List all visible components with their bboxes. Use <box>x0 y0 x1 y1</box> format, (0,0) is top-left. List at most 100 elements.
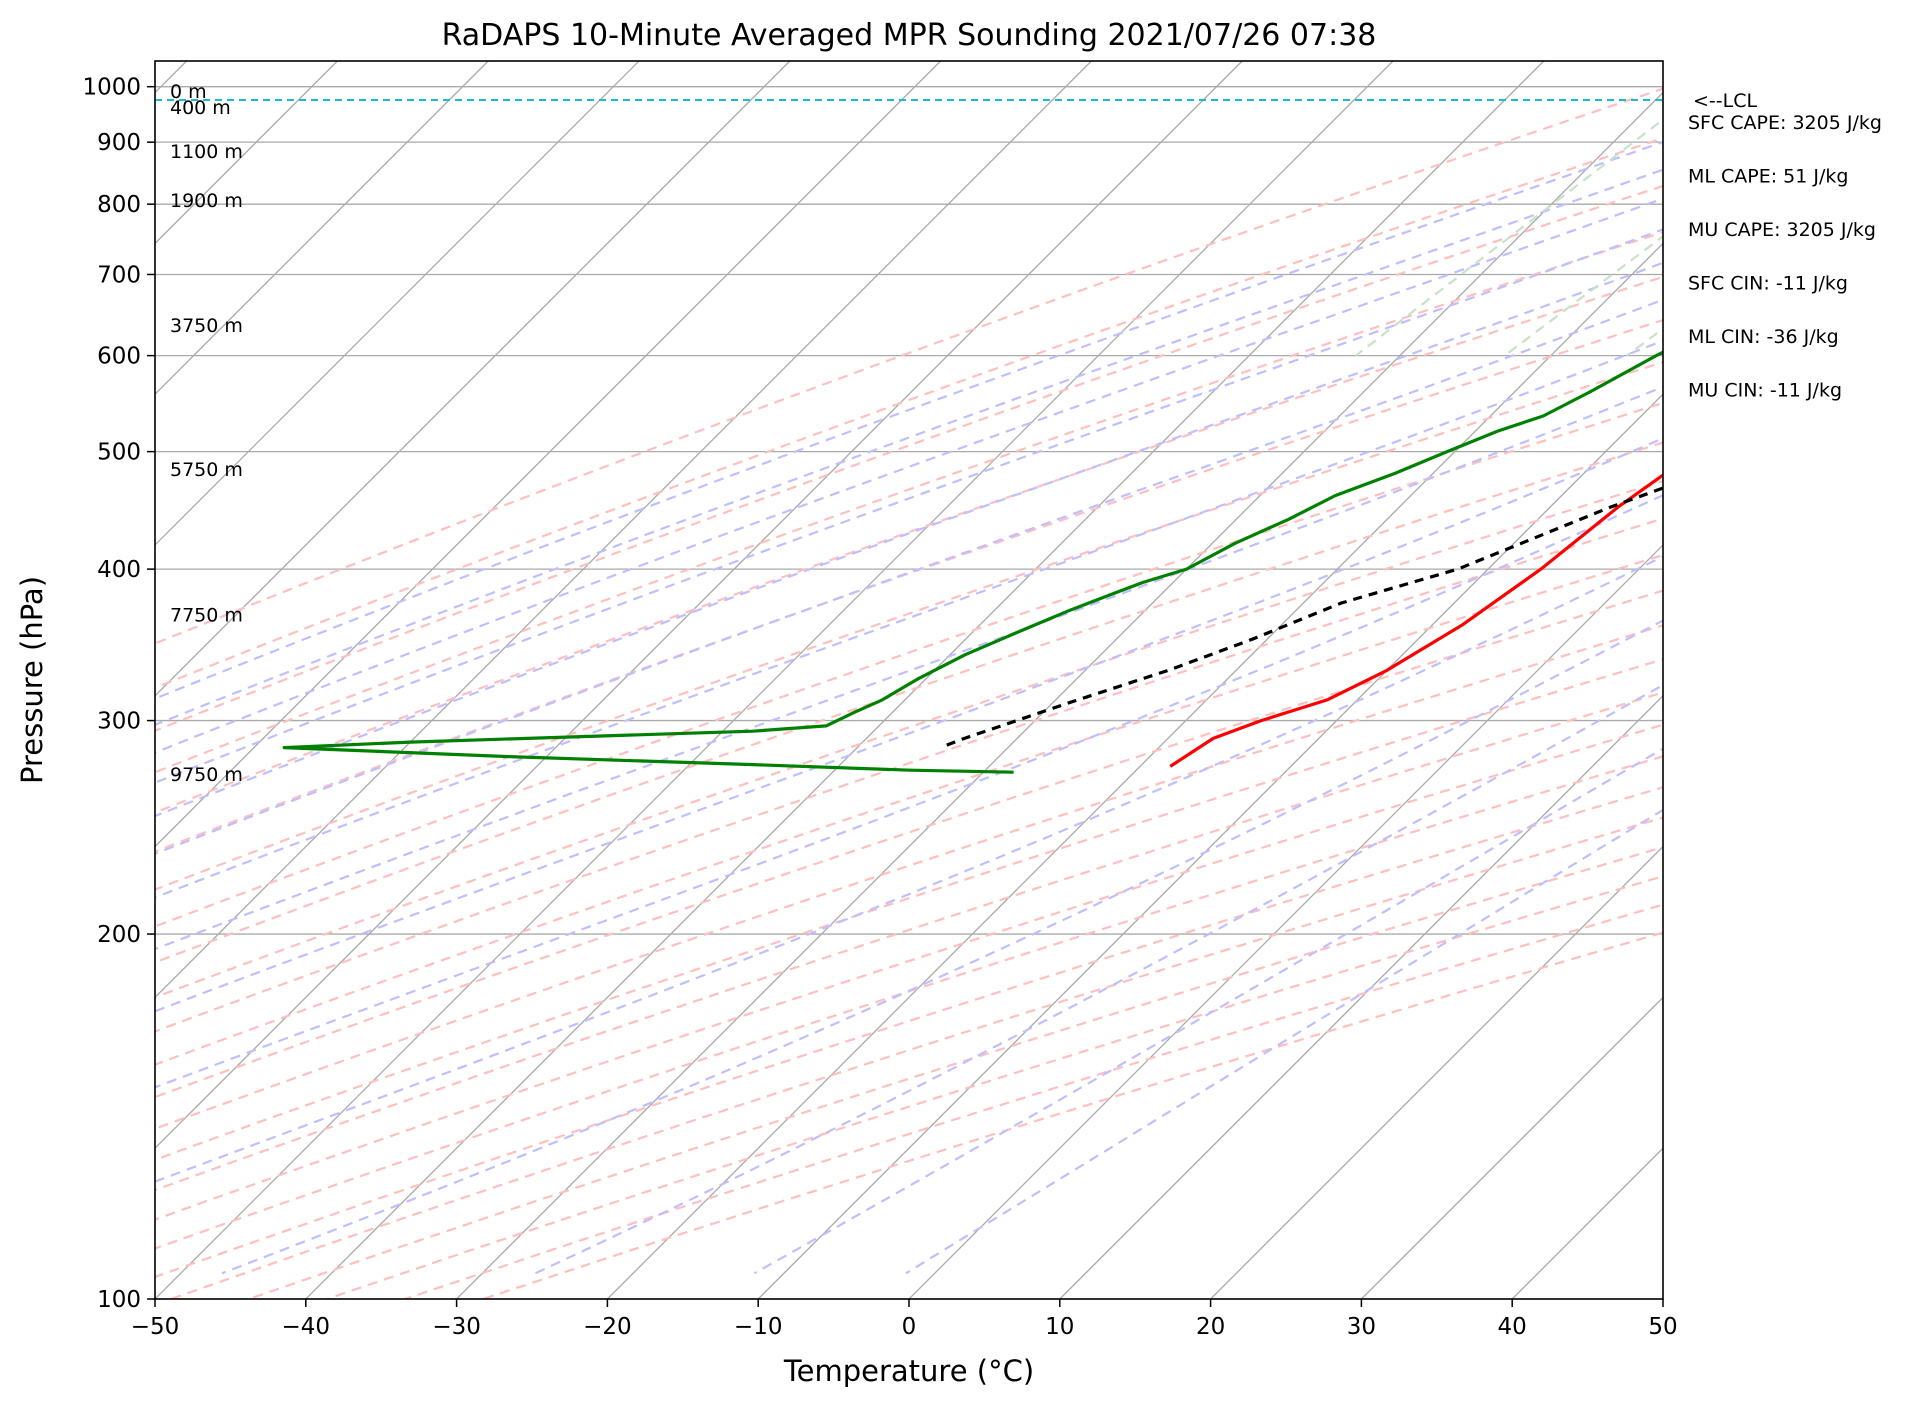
x-tick-label: −40 <box>282 1314 331 1340</box>
dry-adiabat <box>155 723 1663 1221</box>
cape-cin-annotation: MU CAPE: 3205 J/kg <box>1688 219 1876 241</box>
cape-cin-annotation: ML CAPE: 51 J/kg <box>1688 166 1848 188</box>
background-grid <box>155 61 1925 1299</box>
y-tick-label: 1000 <box>82 75 141 101</box>
isotherm <box>155 61 942 848</box>
moist-adiabat <box>753 747 1663 1275</box>
dry-adiabat <box>155 184 1663 732</box>
x-tick-label: −30 <box>432 1314 481 1340</box>
isotherm <box>155 61 640 546</box>
moist-adiabat <box>155 140 1663 700</box>
moist-adiabat <box>534 683 1663 1275</box>
isotherm <box>155 61 489 396</box>
isotherm <box>1360 996 1663 1299</box>
cape-cin-annotation: ML CIN: -36 J/kg <box>1688 326 1839 348</box>
isotherm <box>155 61 1092 999</box>
moist-adiabat <box>155 555 1663 1183</box>
dry-adiabat <box>326 875 1663 1299</box>
dry-adiabat <box>155 401 1663 928</box>
isotherm <box>757 393 1663 1299</box>
height-label: 9750 m <box>170 764 243 786</box>
y-tick-label: 800 <box>97 192 141 218</box>
y-tick-label: 300 <box>97 709 141 735</box>
moist-adiabat <box>155 261 1663 818</box>
dry-adiabat <box>155 441 1663 964</box>
x-tick-label: 30 <box>1347 1314 1376 1340</box>
height-label: 1900 m <box>170 190 243 212</box>
y-tick-label: 600 <box>97 344 141 370</box>
dry-adiabat <box>155 319 1663 853</box>
parcel-trace <box>939 486 1663 750</box>
dry-adiabat <box>155 517 1663 1033</box>
isotherm <box>1662 1298 1663 1299</box>
dry-adiabat <box>155 755 1663 1250</box>
temperature-trace <box>1169 473 1663 768</box>
dry-adiabat <box>155 360 1663 891</box>
dry-adiabat <box>155 553 1663 1066</box>
cape-cin-annotation: SFC CAPE: 3205 J/kg <box>1688 112 1882 134</box>
moist-adiabat <box>155 298 1663 855</box>
height-label: 400 m <box>170 97 231 119</box>
cape-cin-annotation: SFC CIN: -11 J/kg <box>1688 273 1848 295</box>
y-tick-label: 200 <box>97 922 141 948</box>
mixing-ratio-line <box>1899 61 1925 356</box>
dry-adiabat <box>155 658 1663 1161</box>
x-tick-label: 40 <box>1498 1314 1527 1340</box>
moist-adiabat <box>155 437 1663 1013</box>
y-tick-label: 700 <box>97 262 141 288</box>
mixing-ratio-line <box>1626 327 1663 357</box>
isotherm <box>1511 1147 1663 1299</box>
height-label: 7750 m <box>170 604 243 626</box>
y-tick-label: 900 <box>97 130 141 156</box>
y-axis: 100 200 300 400 500 600 700 800 900 1000 <box>82 75 155 1313</box>
lcl-label: <--LCL <box>1693 90 1757 112</box>
mixing-ratio-line <box>1355 118 1663 357</box>
isotherm <box>1210 845 1663 1299</box>
plot-frame <box>154 60 1664 1300</box>
moist-adiabat <box>155 339 1663 899</box>
x-tick-label: 50 <box>1648 1314 1677 1340</box>
dewpoint-trace <box>282 350 1663 774</box>
x-tick-label: −50 <box>131 1314 180 1340</box>
isotherm <box>908 544 1663 1299</box>
height-label: 1100 m <box>170 141 243 163</box>
x-tick-label: 10 <box>1045 1314 1074 1340</box>
moist-adiabat <box>155 493 1663 1089</box>
dry-adiabat <box>155 589 1663 1099</box>
dry-adiabat <box>155 87 1663 645</box>
moist-adiabat <box>221 619 1663 1275</box>
dry-adiabat <box>155 479 1663 999</box>
height-label: 5750 m <box>170 459 243 481</box>
dry-adiabat <box>482 931 1663 1299</box>
chart-title: RaDAPS 10-Minute Averaged MPR Sounding 2… <box>442 18 1377 53</box>
x-axis: −50 −40 −30 −20 −10 0 10 20 30 40 50 <box>131 1299 1678 1340</box>
dry-adiabat <box>155 624 1663 1130</box>
y-tick-label: 500 <box>97 440 141 466</box>
mixing-ratio-line <box>1802 61 1925 356</box>
isotherm <box>456 91 1663 1299</box>
isotherm <box>606 242 1663 1299</box>
dry-adiabat <box>155 691 1663 1192</box>
dry-adiabat <box>155 275 1663 814</box>
isotherm <box>1059 694 1663 1299</box>
y-axis-label: Pressure (hPa) <box>15 576 49 784</box>
height-label: 3750 m <box>170 315 243 337</box>
isotherm <box>305 61 1545 1299</box>
dry-adiabat <box>155 230 1663 774</box>
x-tick-label: −10 <box>734 1314 783 1340</box>
isotherm <box>155 61 791 697</box>
isotherm <box>155 61 1394 1299</box>
isotherm <box>1814 61 1925 1299</box>
y-tick-label: 100 <box>97 1287 141 1313</box>
x-tick-label: −20 <box>583 1314 632 1340</box>
isotherm <box>155 61 1243 1150</box>
cape-cin-annotation: MU CIN: -11 J/kg <box>1688 380 1842 402</box>
data-series <box>282 350 1663 774</box>
dry-adiabat <box>155 136 1663 690</box>
x-axis-label: Temperature (°C) <box>783 1354 1034 1388</box>
x-tick-label: 0 <box>902 1314 917 1340</box>
y-tick-label: 400 <box>97 557 141 583</box>
height-label: 0 m <box>170 81 207 103</box>
